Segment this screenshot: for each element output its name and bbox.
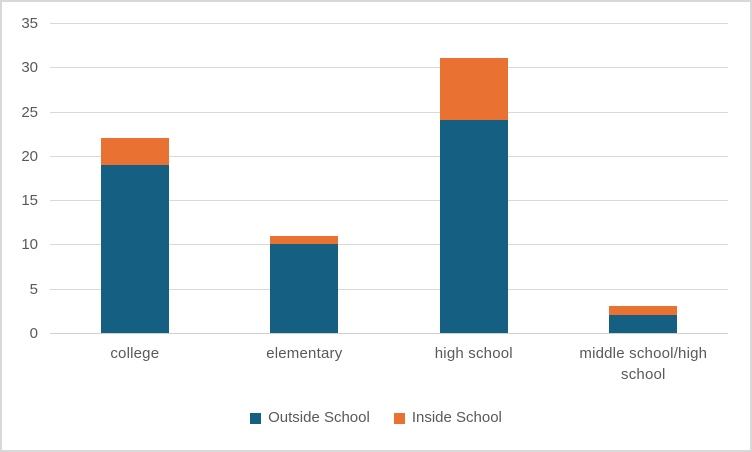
y-axis-tick-label: 5 <box>29 281 38 298</box>
gridline-10 <box>50 244 728 245</box>
bar-middle-school-high-school-inside-school[interactable] <box>609 306 678 316</box>
legend-label: Inside School <box>411 409 502 426</box>
y-axis-tick-label: 15 <box>21 192 38 209</box>
bar-high-school-outside-school[interactable] <box>439 120 508 333</box>
bar-middle-school-high-school-outside-school[interactable] <box>609 315 678 333</box>
gridline-20 <box>50 156 728 157</box>
legend: Outside School Inside School <box>2 409 750 427</box>
y-axis-tick-label: 20 <box>21 148 38 165</box>
x-category-label: college <box>110 345 160 362</box>
x-category-label: elementary <box>266 345 343 362</box>
gridline-15 <box>50 200 728 201</box>
legend-label: Outside School <box>268 409 370 426</box>
bar-elementary-inside-school[interactable] <box>270 235 339 245</box>
gridline-5 <box>50 289 728 290</box>
bar-elementary-outside-school[interactable] <box>270 244 339 333</box>
gridline-0 <box>50 333 728 334</box>
y-axis-tick-label: 30 <box>21 59 38 76</box>
gridline-35 <box>50 23 728 24</box>
legend-item-inside-school[interactable]: Inside School <box>393 409 502 427</box>
y-axis-tick-label: 25 <box>21 104 38 121</box>
bar-college-outside-school[interactable] <box>100 164 169 333</box>
y-axis-tick-label: 35 <box>21 15 38 32</box>
legend-marker <box>393 412 405 424</box>
legend-marker <box>250 412 262 424</box>
gridline-30 <box>50 67 728 68</box>
y-axis-tick-label: 0 <box>29 325 38 342</box>
y-axis-tick-label: 10 <box>21 236 38 253</box>
legend-item-outside-school[interactable]: Outside School <box>250 409 370 427</box>
x-category-label: high school <box>434 345 513 362</box>
x-category-label: middle school/high school <box>579 345 708 383</box>
bar-high-school-inside-school[interactable] <box>439 58 508 121</box>
bar-college-inside-school[interactable] <box>100 138 169 165</box>
gridline-25 <box>50 112 728 113</box>
